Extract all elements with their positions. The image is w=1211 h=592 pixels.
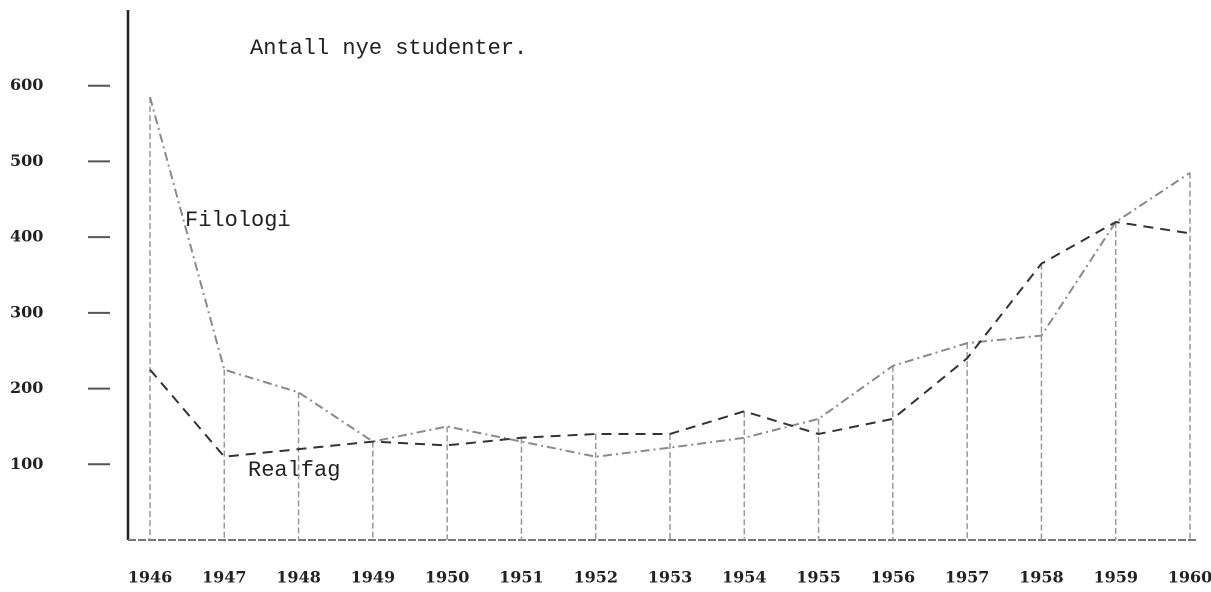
x-tick-label: 1946: [128, 568, 173, 587]
x-tick-label: 1955: [796, 568, 841, 587]
y-tick-label: 100: [10, 454, 43, 473]
series-line: [149, 96, 1191, 458]
y-tick-label: 300: [10, 302, 43, 321]
y-tick-label: 600: [10, 75, 43, 94]
x-tick-label: 1953: [648, 568, 693, 587]
x-tick-label: 1952: [573, 568, 618, 587]
x-tick-label: 1958: [1019, 568, 1064, 587]
x-tick-label: 1951: [499, 568, 544, 587]
y-tick-label: 400: [10, 227, 43, 246]
x-tick-label: 1959: [1093, 568, 1138, 587]
x-tick-label: 1957: [945, 568, 990, 587]
series-label: Filologi: [185, 208, 291, 233]
x-tick-label: 1954: [722, 568, 767, 587]
series-label: Realfag: [248, 458, 340, 483]
x-tick-label: 1949: [351, 568, 396, 587]
x-tick-label: 1947: [202, 568, 247, 587]
y-tick-label: 200: [10, 378, 43, 397]
x-tick-label: 1956: [871, 568, 916, 587]
x-tick-label: 1950: [425, 568, 470, 587]
series-line: [149, 220, 1191, 458]
x-tick-label: 1960: [1168, 568, 1211, 587]
x-tick-label: 1948: [276, 568, 321, 587]
chart-title: Antall nye studenter.: [250, 36, 527, 61]
y-tick-label: 500: [10, 151, 43, 170]
